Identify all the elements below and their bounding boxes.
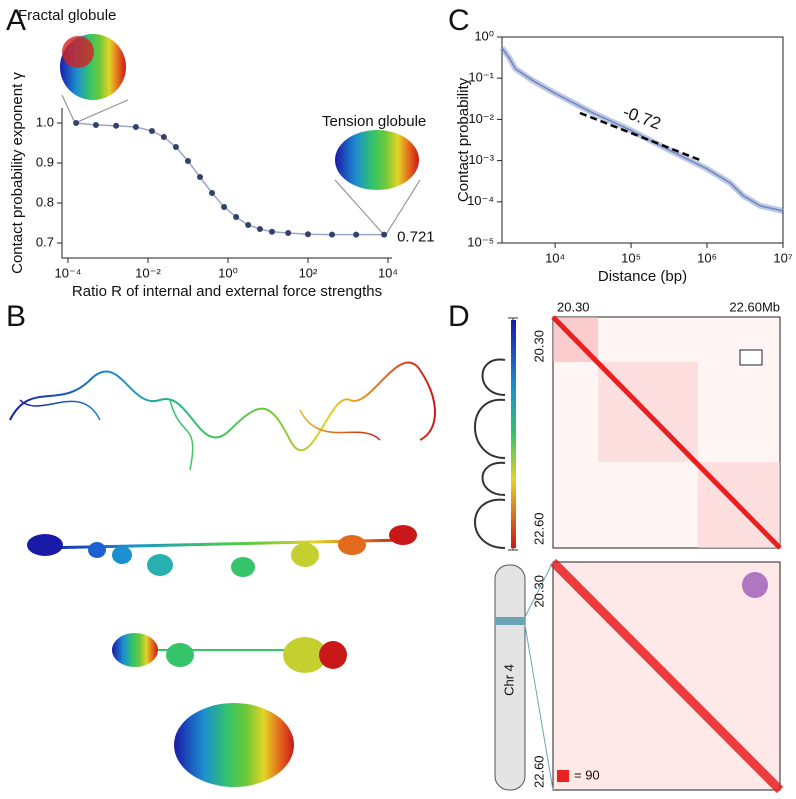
point (92, 122, 99, 128)
y-tick-label: 0.7 (36, 234, 54, 249)
scale-label: = 90 (574, 767, 600, 782)
point (381, 231, 388, 238)
y-tick-label: 0.8 (36, 194, 54, 209)
annotation: 0.721 (397, 229, 435, 246)
x-tick-label: 10⁶ (697, 250, 717, 265)
point (256, 226, 263, 232)
blob (112, 633, 158, 667)
y-axis-label: Contact probability (455, 77, 472, 202)
hic-diagonal (549, 558, 784, 794)
y-tick-label: 10⁻¹ (468, 70, 494, 85)
x-tick-label: 10⁰ (218, 265, 238, 280)
tension-globule (335, 130, 419, 190)
panel-label: A (6, 4, 26, 37)
curve-band (499, 46, 784, 214)
hic-coordinate: 20.30 (557, 299, 590, 314)
point (148, 128, 155, 134)
panel-label: D (448, 300, 470, 333)
y-tick-label: 10⁻³ (468, 152, 494, 167)
hic-coordinate: 22.60Mb (729, 299, 780, 314)
chromosome-band (495, 617, 525, 625)
axis (501, 36, 784, 244)
point (160, 134, 167, 140)
y-tick-label: 10⁻⁵ (467, 234, 494, 249)
y-tick-label: 0.9 (36, 154, 54, 169)
x-tick-label: 10² (299, 265, 318, 280)
point (172, 144, 179, 150)
blob (319, 641, 347, 669)
zoom-line (524, 561, 554, 791)
annotation: Fractal globule (18, 7, 116, 24)
point (221, 204, 228, 210)
point (132, 124, 139, 130)
blob (27, 534, 63, 556)
y-axis-label: Contact probability exponent γ (9, 72, 26, 274)
hic-coordinate: 20.30 (531, 330, 546, 363)
hic-coordinate: 20.30 (531, 575, 546, 608)
pointer (334, 179, 386, 237)
pointer (61, 94, 76, 124)
y-tick-label: 10⁻⁴ (467, 193, 494, 208)
point (113, 122, 120, 129)
point (245, 222, 252, 228)
point (353, 231, 360, 238)
blob (112, 546, 132, 564)
x-tick-label: 10⁷ (773, 250, 792, 265)
point (233, 214, 240, 220)
fit-line (76, 122, 385, 236)
pointer (384, 179, 421, 237)
axis (61, 108, 392, 259)
x-tick-label: 10⁻⁴ (54, 265, 81, 280)
polymer-chain (19, 399, 381, 471)
polymer-chain (9, 361, 436, 452)
blob (291, 543, 319, 567)
blob (88, 542, 106, 558)
blob (231, 557, 255, 577)
point (285, 230, 292, 236)
blob (338, 535, 366, 555)
pointer (74, 99, 129, 124)
computer-icon (739, 349, 763, 366)
x-tick-label: 10⁻² (135, 265, 161, 280)
panel-label: B (6, 300, 26, 333)
point (73, 120, 80, 126)
hic-coordinate: 22.60 (531, 512, 546, 545)
blob (147, 554, 173, 576)
panel-label: C (448, 4, 470, 37)
point (304, 231, 311, 238)
hic-coordinate: 22.60 (531, 755, 546, 788)
point (329, 231, 336, 238)
hic-diagonal (551, 315, 782, 550)
annotation: Tension globule (322, 113, 426, 130)
x-axis-label: Distance (bp) (598, 268, 687, 285)
blob (166, 643, 194, 667)
loop-arc (474, 358, 506, 549)
y-tick-label: 10⁻² (468, 111, 494, 126)
y-tick-label: 10⁰ (474, 28, 494, 43)
cell-icon (742, 572, 768, 598)
globule (174, 703, 294, 787)
point (268, 228, 275, 235)
curve (501, 47, 784, 212)
blob (389, 525, 417, 545)
polymer-bar (511, 320, 516, 548)
chromosome-label: Chr 4 (501, 664, 516, 696)
y-tick-label: 1.0 (36, 114, 54, 129)
x-tick-label: 10⁵ (621, 250, 641, 265)
globule-patch (62, 36, 94, 68)
x-axis-label: Ratio R of internal and external force s… (72, 283, 382, 300)
blob (283, 637, 327, 673)
scale-swatch (557, 770, 569, 782)
point (209, 190, 216, 196)
point (184, 158, 191, 164)
x-tick-label: 10⁴ (378, 265, 398, 280)
point (197, 174, 204, 180)
x-tick-label: 10⁴ (545, 250, 565, 265)
